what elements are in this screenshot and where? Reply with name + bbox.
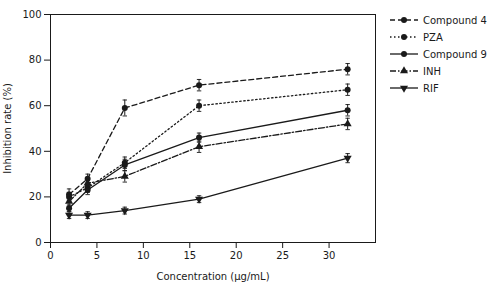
svg-text:15: 15 (183, 250, 196, 261)
svg-text:20: 20 (29, 191, 42, 202)
svg-text:25: 25 (276, 250, 289, 261)
svg-text:60: 60 (29, 100, 42, 111)
html-text:Compound 9: Compound 9 (423, 48, 487, 60)
svg-text:100: 100 (22, 9, 41, 20)
svg-text:5: 5 (94, 250, 100, 261)
svg-text:0: 0 (35, 237, 41, 248)
svg-text:10: 10 (137, 250, 150, 261)
html-text:PZA: PZA (423, 31, 443, 43)
svg-text:40: 40 (29, 146, 42, 157)
svg-text:80: 80 (29, 54, 42, 65)
html-text:Compound 4: Compound 4 (423, 14, 487, 26)
html-text:RIF: RIF (423, 82, 439, 94)
html-text:INH: INH (423, 65, 441, 77)
svg-text:Concentration (μg/mL): Concentration (μg/mL) (156, 271, 269, 282)
svg-text:Inhibition rate (%): Inhibition rate (%) (2, 83, 13, 174)
svg-text:0: 0 (47, 250, 53, 261)
svg-text:20: 20 (230, 250, 243, 261)
svg-text:30: 30 (323, 250, 336, 261)
